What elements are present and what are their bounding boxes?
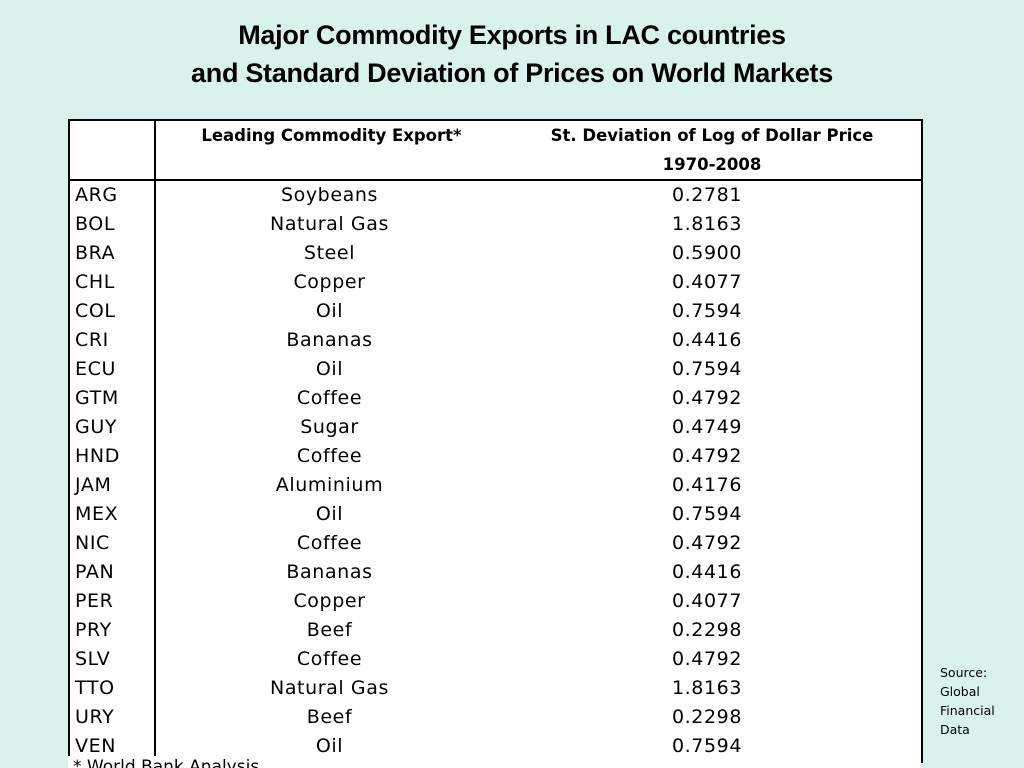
std-deviation-cell: 1.8163 xyxy=(503,210,923,239)
table-row: ECU Oil 0.7594 xyxy=(68,355,923,384)
table-row: HND Coffee 0.4792 xyxy=(68,442,923,471)
table-row: NIC Coffee 0.4792 xyxy=(68,529,923,558)
std-deviation-cell: 0.7594 xyxy=(503,297,923,326)
country-code-cell: GUY xyxy=(68,413,156,442)
table-body: ARG Soybeans 0.2781 BOL Natural Gas 1.8163 BRA… xyxy=(68,180,923,763)
std-deviation-cell: 0.4416 xyxy=(503,558,923,587)
std-deviation-cell: 0.4077 xyxy=(503,268,923,297)
country-code-cell: NIC xyxy=(68,529,156,558)
table-row: GUY Sugar 0.4749 xyxy=(68,413,923,442)
commodity-cell: Beef xyxy=(306,619,353,641)
commodity-cell: Oil xyxy=(315,358,344,380)
table-footnote: * World Bank Analysis xyxy=(68,756,921,768)
std-deviation-cell: 0.4176 xyxy=(503,471,923,500)
header-leading-commodity: Leading Commodity Export* xyxy=(155,119,503,181)
commodity-cell: Bananas xyxy=(286,329,373,351)
std-deviation-cell: 0.4077 xyxy=(503,587,923,616)
commodity-cell: Coffee xyxy=(296,387,363,409)
commodity-cell: Copper xyxy=(293,590,366,612)
std-deviation-cell: 0.4792 xyxy=(503,645,923,674)
source-line-1: Source: xyxy=(940,665,988,680)
country-code-cell: BOL xyxy=(68,210,156,239)
slide-title: Major Commodity Exports in LAC countries… xyxy=(0,16,1024,92)
country-code-cell: TTO xyxy=(68,674,156,703)
country-code-cell: SLV xyxy=(68,645,156,674)
table-row: CRI Bananas 0.4416 xyxy=(68,326,923,355)
country-code-cell: ECU xyxy=(68,355,156,384)
table-row: BOL Natural Gas 1.8163 xyxy=(68,210,923,239)
commodity-table-container: Leading Commodity Export* St. Deviation … xyxy=(68,119,923,763)
country-code-cell: GTM xyxy=(68,384,156,413)
commodity-cell: Steel xyxy=(303,242,356,264)
source-line-2: Global xyxy=(940,684,980,699)
commodity-cell: Coffee xyxy=(296,532,363,554)
header-std-line-2: 1970-2008 xyxy=(662,155,762,174)
country-code-cell: URY xyxy=(68,703,156,732)
table-row: MEX Oil 0.7594 xyxy=(68,500,923,529)
country-code-cell: MEX xyxy=(68,500,156,529)
country-code-cell: PAN xyxy=(68,558,156,587)
std-deviation-cell: 0.7594 xyxy=(503,355,923,384)
std-deviation-cell: 0.2781 xyxy=(503,180,923,210)
source-note: Source: Global Financial Data xyxy=(940,663,1020,739)
std-deviation-cell: 0.2298 xyxy=(503,703,923,732)
commodity-cell: Natural Gas xyxy=(270,677,389,699)
table-row: BRA Steel 0.5900 xyxy=(68,239,923,268)
commodity-cell: Coffee xyxy=(296,648,363,670)
country-code-cell: PRY xyxy=(68,616,156,645)
country-code-cell: COL xyxy=(68,297,156,326)
std-deviation-cell: 0.4749 xyxy=(503,413,923,442)
source-line-3: Financial xyxy=(940,703,995,718)
table-row: URY Beef 0.2298 xyxy=(68,703,923,732)
commodity-cell: Sugar xyxy=(300,416,359,438)
table-row: PRY Beef 0.2298 xyxy=(68,616,923,645)
table-row: PER Copper 0.4077 xyxy=(68,587,923,616)
std-deviation-cell: 0.4792 xyxy=(503,442,923,471)
std-deviation-cell: 0.7594 xyxy=(503,500,923,529)
country-code-cell: HND xyxy=(68,442,156,471)
std-deviation-cell: 0.2298 xyxy=(503,616,923,645)
table-row: JAM Aluminium 0.4176 xyxy=(68,471,923,500)
country-code-cell: JAM xyxy=(68,471,156,500)
country-code-cell: ARG xyxy=(68,180,156,210)
table-row: COL Oil 0.7594 xyxy=(68,297,923,326)
commodity-cell: Coffee xyxy=(296,445,363,467)
commodity-cell: Beef xyxy=(306,706,353,728)
std-deviation-cell: 0.4416 xyxy=(503,326,923,355)
commodity-cell: Soybeans xyxy=(280,184,379,206)
commodity-cell: Oil xyxy=(315,300,344,322)
header-std-deviation: St. Deviation of Log of Dollar Price 197… xyxy=(503,119,923,181)
std-deviation-cell: 0.5900 xyxy=(503,239,923,268)
table-row: TTO Natural Gas 1.8163 xyxy=(68,674,923,703)
std-deviation-cell: 0.4792 xyxy=(503,529,923,558)
std-deviation-cell: 1.8163 xyxy=(503,674,923,703)
table-row: GTM Coffee 0.4792 xyxy=(68,384,923,413)
table-header-row: Leading Commodity Export* St. Deviation … xyxy=(68,119,923,181)
std-deviation-cell: 0.4792 xyxy=(503,384,923,413)
commodity-cell: Oil xyxy=(315,503,344,525)
country-code-cell: CHL xyxy=(68,268,156,297)
country-code-cell: BRA xyxy=(68,239,156,268)
header-std-line-1: St. Deviation of Log of Dollar Price xyxy=(550,126,874,145)
commodity-cell: Natural Gas xyxy=(270,213,389,235)
commodity-cell: Aluminium xyxy=(275,474,384,496)
commodity-cell: Bananas xyxy=(286,561,373,583)
commodity-table: Leading Commodity Export* St. Deviation … xyxy=(68,119,923,763)
country-code-cell: CRI xyxy=(68,326,156,355)
table-row: ARG Soybeans 0.2781 xyxy=(68,180,923,210)
source-line-4: Data xyxy=(940,722,970,737)
country-code-cell: PER xyxy=(68,587,156,616)
commodity-cell: Copper xyxy=(293,271,366,293)
header-country-code xyxy=(68,119,156,181)
title-line-1: Major Commodity Exports in LAC countries xyxy=(238,20,786,50)
table-row: CHL Copper 0.4077 xyxy=(68,268,923,297)
table-row: SLV Coffee 0.4792 xyxy=(68,645,923,674)
table-row: PAN Bananas 0.4416 xyxy=(68,558,923,587)
title-line-2: and Standard Deviation of Prices on Worl… xyxy=(191,58,833,88)
